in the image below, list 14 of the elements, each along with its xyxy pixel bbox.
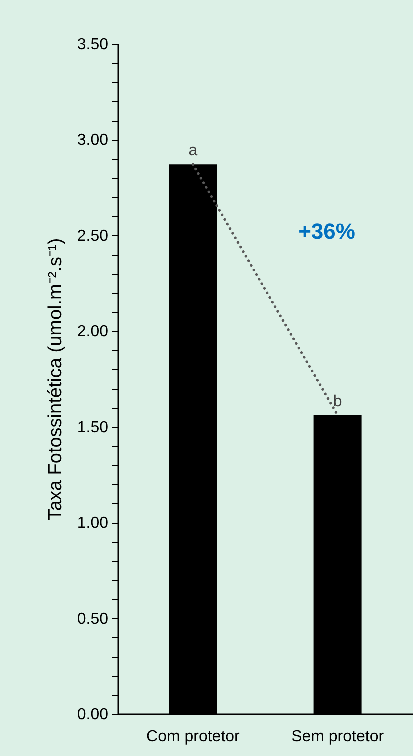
y-tick-label: 2.50 [77, 228, 109, 245]
y-tick-label: 3.00 [77, 132, 109, 150]
y-tick-label: 2.00 [77, 324, 109, 341]
y-tick-label: 1.00 [77, 515, 109, 532]
annotation: +36% [298, 219, 356, 244]
y-axis-title: Taxa Fotossintética (umol.m⁻².s⁻¹) [45, 238, 66, 521]
annotation: a [188, 142, 198, 160]
y-tick-label: 0.00 [77, 706, 109, 724]
x-tick-label: Sem protetor [292, 728, 385, 746]
annotation: b [333, 393, 342, 410]
x-tick-label: Com protetor [146, 728, 241, 746]
y-tick-label: 0.50 [77, 610, 109, 628]
y-tick-label: 3.50 [77, 36, 109, 54]
y-tick-label: 1.50 [77, 419, 109, 436]
